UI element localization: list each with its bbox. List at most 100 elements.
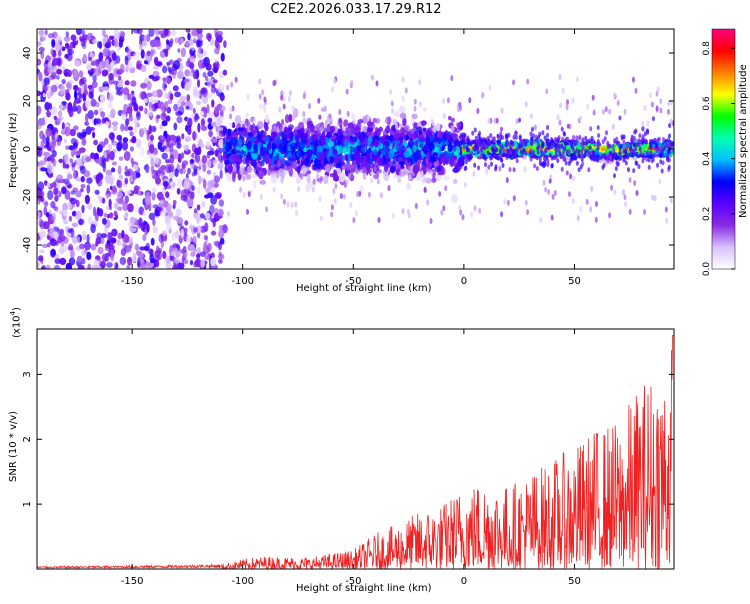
heatmap-cell	[201, 126, 207, 131]
heatmap-cell	[540, 148, 543, 153]
heatmap-cell	[242, 145, 246, 151]
heatmap-cell	[614, 189, 617, 195]
heatmap-cell	[60, 104, 63, 109]
heatmap-cell	[55, 132, 59, 140]
heatmap-cell	[304, 158, 309, 166]
heatmap-cell	[91, 61, 96, 66]
heatmap-cell	[513, 195, 516, 201]
heatmap-cell	[218, 209, 224, 217]
heatmap-cell	[104, 225, 107, 234]
heatmap-cell	[265, 125, 269, 132]
heatmap-cell	[187, 127, 191, 135]
heatmap-cell	[112, 185, 117, 192]
heatmap-cell	[248, 132, 253, 137]
heatmap-cell	[162, 145, 167, 149]
heatmap-cell	[561, 127, 564, 132]
heatmap-cell	[123, 87, 130, 95]
heatmap-cell	[448, 143, 453, 152]
heatmap-cell	[164, 92, 168, 99]
heatmap-cell	[629, 177, 632, 183]
heatmap-cell	[123, 95, 127, 100]
heatmap-cell	[595, 201, 598, 207]
heatmap-cell	[629, 209, 632, 215]
heatmap-cell	[347, 111, 350, 117]
heatmap-cell	[169, 172, 175, 178]
heatmap-cell	[278, 157, 284, 165]
heatmap-cell	[124, 125, 129, 131]
heatmap-cell	[566, 104, 569, 110]
heatmap-cell	[47, 164, 52, 174]
heatmap-cell	[84, 83, 87, 91]
heatmap-cell	[665, 218, 668, 224]
heatmap-cell	[323, 148, 326, 153]
heatmap-cell	[415, 203, 418, 209]
heatmap-cell	[50, 183, 57, 188]
heatmap-cell	[302, 117, 307, 124]
heatmap-cell	[184, 220, 188, 225]
heatmap-cell	[166, 39, 169, 45]
heatmap-cell	[189, 49, 192, 55]
heatmap-cell	[438, 191, 441, 197]
heatmap-cell	[454, 133, 458, 138]
heatmap-cell	[207, 79, 211, 88]
heatmap-cell	[622, 140, 625, 145]
heatmap-cell	[204, 194, 209, 198]
heatmap-cell	[559, 74, 562, 80]
heatmap-cell	[602, 139, 605, 144]
heatmap-cell	[217, 163, 223, 170]
heatmap-cell	[125, 235, 129, 243]
heatmap-cell	[196, 27, 202, 34]
heatmap-cell	[127, 203, 134, 212]
heatmap-cell	[166, 203, 172, 212]
heatmap-cell	[367, 150, 371, 154]
heatmap-cell	[402, 96, 405, 102]
heatmap-cell	[81, 184, 86, 188]
heatmap-cell	[247, 141, 252, 151]
heatmap-cell	[92, 132, 95, 139]
heatmap-cell	[463, 133, 466, 138]
heatmap-cell	[121, 230, 124, 239]
heatmap-cell	[193, 72, 197, 79]
heatmap-cell	[576, 161, 579, 166]
heatmap-cell	[152, 226, 158, 233]
heatmap-cell	[93, 259, 99, 266]
heatmap-cell	[400, 113, 406, 119]
heatmap-cell	[203, 72, 207, 78]
heatmap-cell	[474, 205, 477, 211]
heatmap-cell	[229, 122, 232, 126]
heatmap-cell	[202, 87, 208, 97]
heatmap-cell	[71, 162, 75, 167]
heatmap-cell	[314, 158, 318, 167]
heatmap-cell	[154, 57, 158, 66]
heatmap-cell	[307, 174, 311, 184]
heatmap-cell	[351, 113, 355, 121]
heatmap-cell	[36, 262, 40, 268]
heatmap-cell	[196, 41, 202, 47]
heatmap-cell	[453, 142, 457, 152]
heatmap-cell	[252, 174, 258, 179]
heatmap-cell	[408, 174, 411, 180]
heatmap-cell	[445, 156, 449, 165]
heatmap-cell	[389, 89, 392, 95]
heatmap-cell	[180, 101, 185, 106]
heatmap-cell	[636, 190, 639, 196]
heatmap-cell	[165, 215, 169, 223]
heatmap-cell	[97, 41, 102, 48]
heatmap-cell	[162, 230, 168, 236]
heatmap-cell	[100, 111, 105, 117]
heatmap-cell	[344, 139, 349, 148]
heatmap-cell	[88, 215, 92, 224]
heatmap-cell	[102, 218, 107, 225]
heatmap-cell	[131, 158, 134, 164]
heatmap-cell	[223, 70, 227, 76]
heatmap-cell	[52, 52, 57, 58]
heatmap-cell	[200, 259, 205, 267]
heatmap-cell	[62, 122, 65, 129]
heatmap-cell	[273, 126, 280, 132]
heatmap-cell	[207, 243, 212, 252]
heatmap-cell	[67, 174, 72, 179]
heatmap-cell	[235, 77, 238, 83]
heatmap-cell	[70, 198, 77, 205]
heatmap-cell	[436, 123, 441, 132]
heatmap-cell	[402, 76, 405, 82]
